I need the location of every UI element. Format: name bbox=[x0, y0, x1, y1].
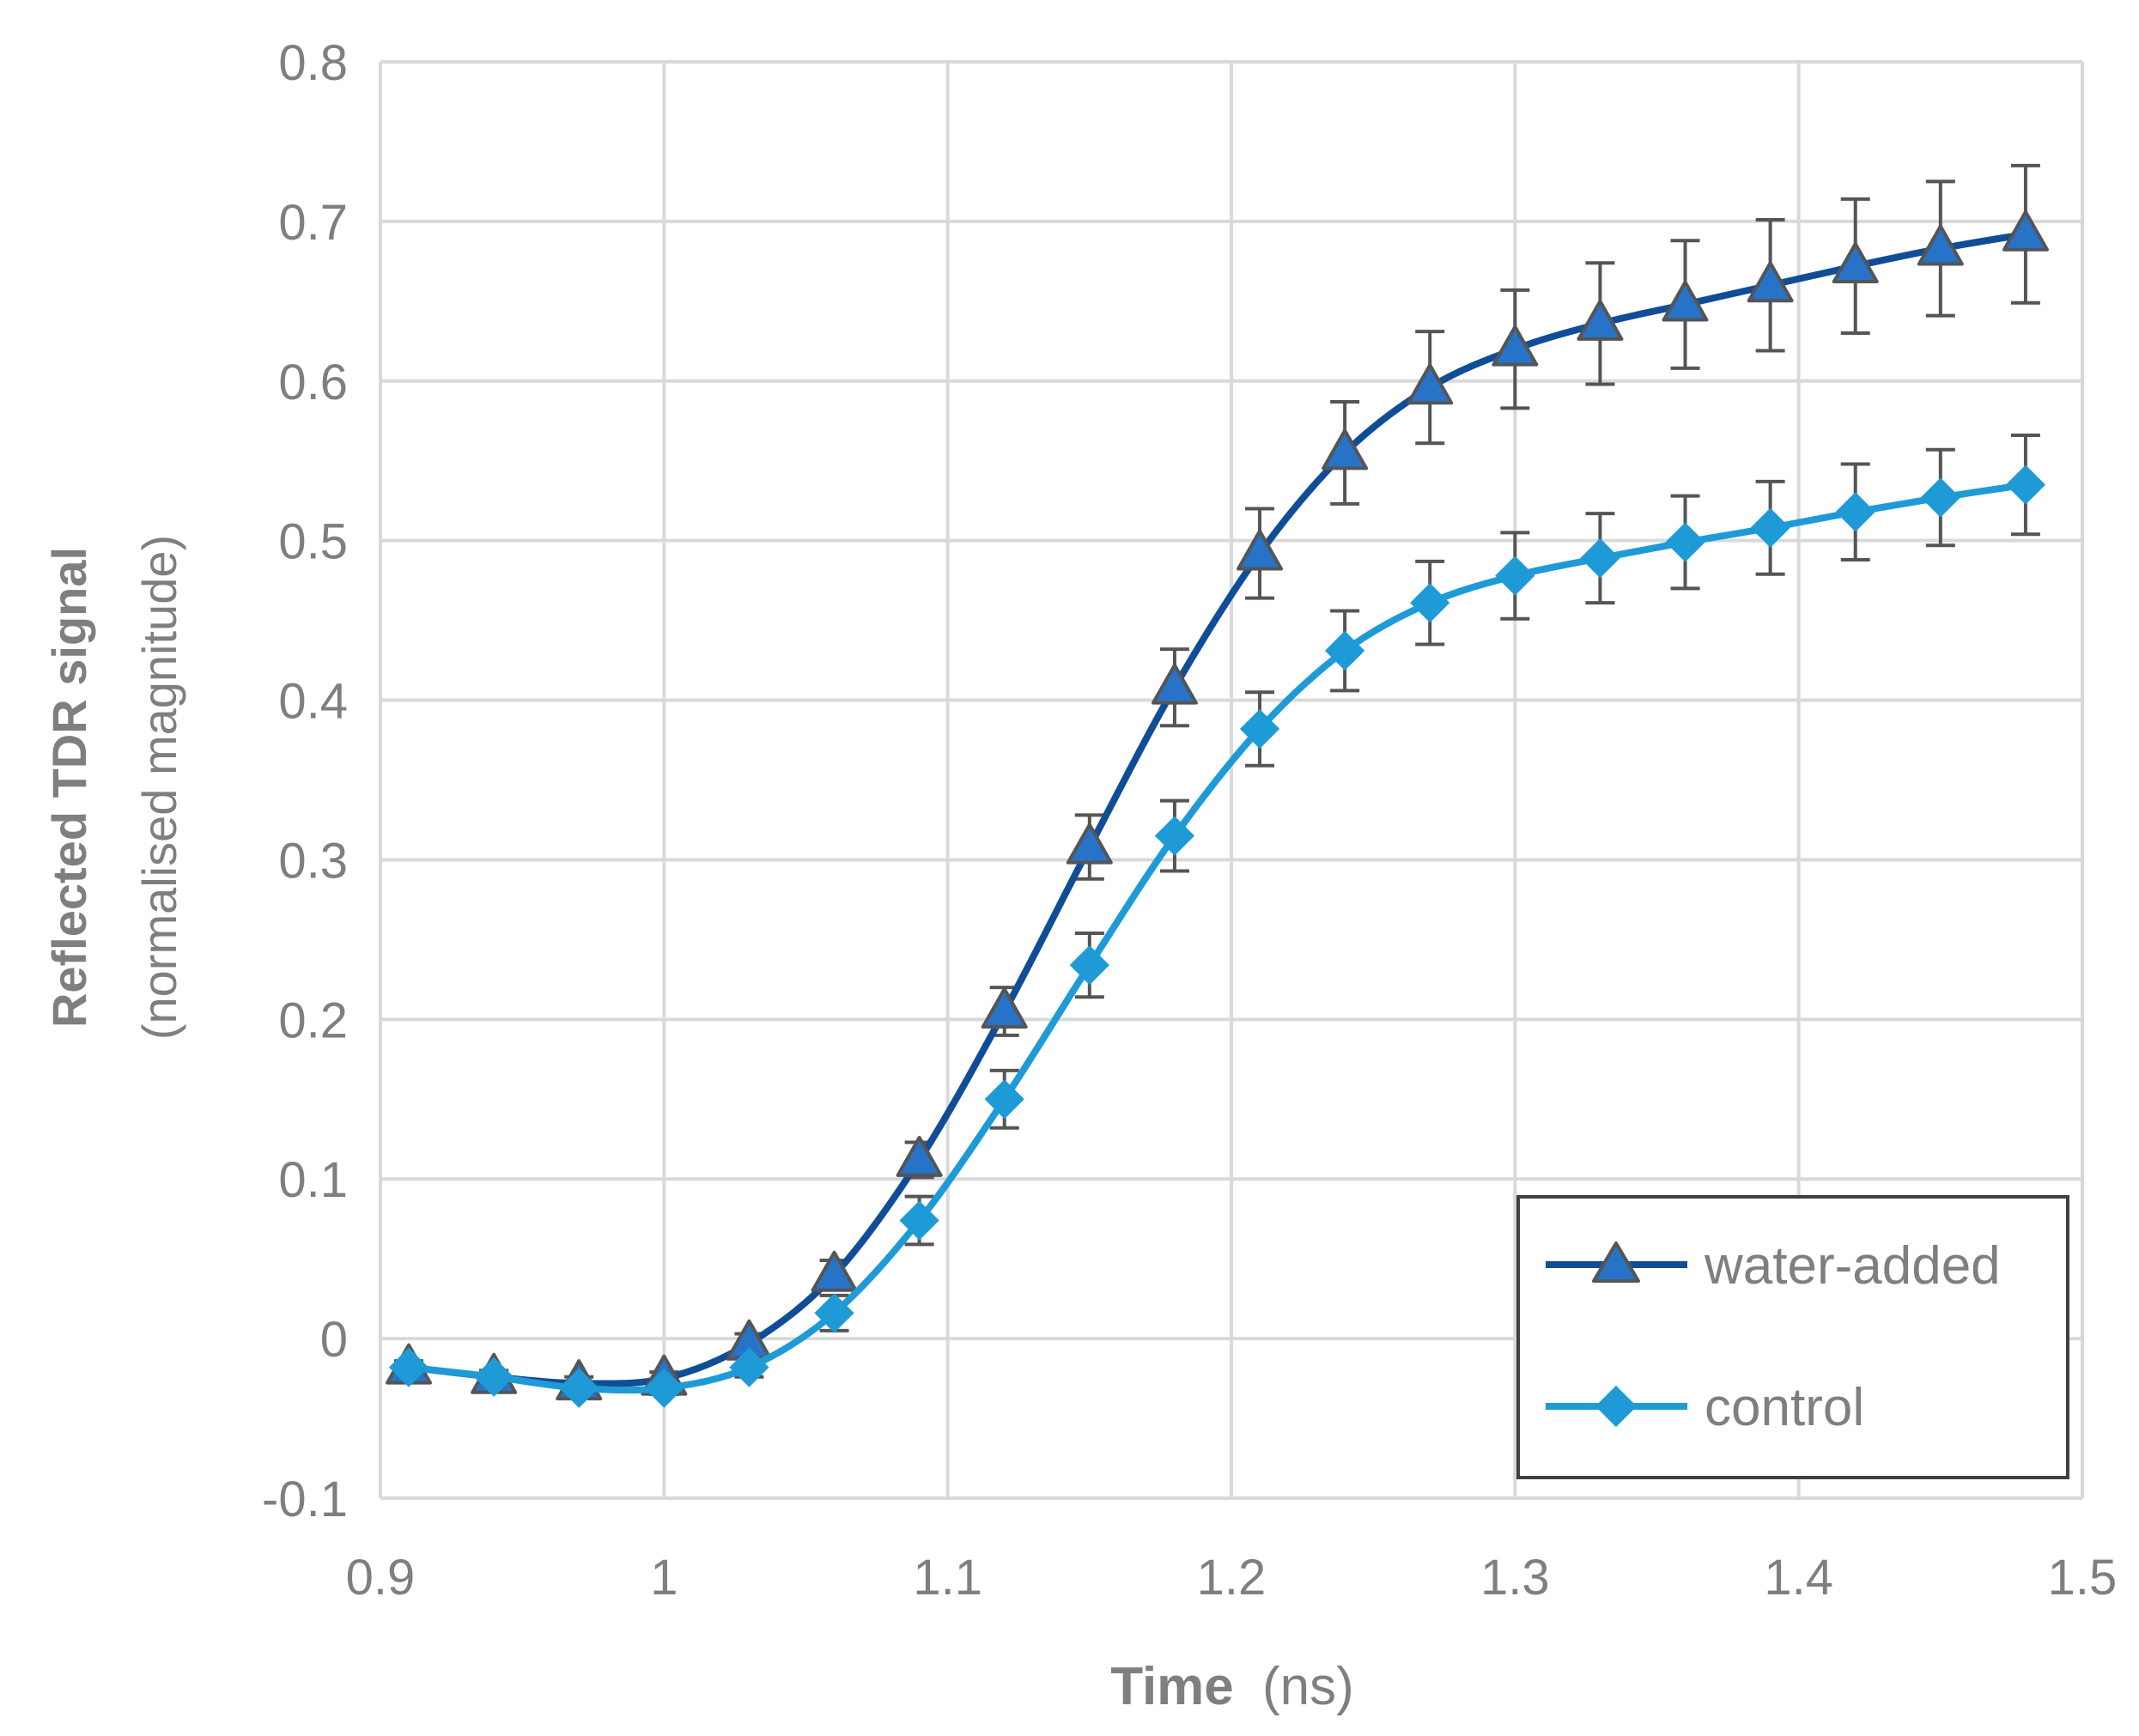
legend-marker-control bbox=[1595, 1385, 1638, 1428]
data-point-water-added bbox=[1492, 325, 1539, 367]
series-line-water-added bbox=[408, 230, 2027, 1387]
data-point-control bbox=[1835, 492, 1875, 532]
y-tick-label: 0.8 bbox=[278, 35, 348, 91]
y-tick-label: 0.7 bbox=[278, 195, 348, 251]
data-point-water-added bbox=[1066, 822, 1113, 865]
data-point-control bbox=[1495, 555, 1535, 596]
data-point-control bbox=[474, 1357, 514, 1397]
x-tick-label: 1.3 bbox=[1480, 1550, 1550, 1605]
data-point-control bbox=[1750, 507, 1790, 548]
data-point-control bbox=[1069, 945, 1109, 986]
x-axis-title-unit: (ns) bbox=[1262, 1657, 1354, 1716]
tick-labels: -0.1 0 0.1 0.2 0.3 0.4 0.5 0.6 0.7 0.8 0.9 1 1.1 1.2 1… bbox=[262, 35, 2117, 1605]
data-point-control bbox=[1154, 816, 1195, 856]
data-point-control bbox=[814, 1293, 854, 1333]
data-point-control bbox=[2005, 464, 2046, 505]
data-point-water-added bbox=[1322, 428, 1369, 470]
y-axis-title-normal: (normalised magnitude) bbox=[132, 535, 186, 1040]
data-point-control bbox=[1580, 537, 1620, 579]
data-point-water-added bbox=[981, 987, 1028, 1029]
y-tick-label: 0.2 bbox=[278, 992, 348, 1048]
x-tick-label: 1 bbox=[650, 1550, 678, 1605]
y-tick-label: 0 bbox=[320, 1312, 348, 1368]
x-tick-label: 1.5 bbox=[2048, 1550, 2118, 1605]
data-point-control bbox=[984, 1079, 1024, 1120]
x-axis-title: Time (ns) bbox=[1110, 1657, 1354, 1716]
data-point-water-added bbox=[1662, 280, 1709, 322]
y-tick-label: 0.1 bbox=[278, 1152, 348, 1208]
legend-label-water-added: water-added bbox=[1704, 1236, 2001, 1296]
y-axis-title-bold: Reflected TDR signal bbox=[42, 547, 96, 1028]
x-tick-label: 1.1 bbox=[913, 1550, 982, 1605]
data-point-water-added bbox=[1407, 363, 1454, 405]
series-line-control bbox=[408, 481, 2027, 1394]
data-point-water-added bbox=[1747, 261, 1794, 303]
data-point-control bbox=[644, 1368, 684, 1408]
y-tick-label: 0.4 bbox=[278, 674, 348, 730]
data-point-control bbox=[899, 1200, 939, 1241]
legend-frame bbox=[1516, 1195, 2069, 1479]
data-point-water-added bbox=[1917, 224, 1964, 266]
data-point-water-added bbox=[1237, 529, 1284, 571]
data-point-water-added bbox=[896, 1135, 943, 1177]
y-tick-label: -0.1 bbox=[262, 1472, 348, 1527]
legend-marker-water-added bbox=[1592, 1241, 1640, 1283]
legend-label-control: control bbox=[1705, 1378, 1864, 1437]
data-point-control bbox=[1920, 477, 1960, 518]
data-point-control bbox=[729, 1347, 769, 1387]
data-point-control bbox=[1325, 630, 1365, 671]
data-point-water-added bbox=[1832, 241, 1879, 283]
data-point-control bbox=[388, 1347, 429, 1387]
data-point-control bbox=[1410, 583, 1450, 623]
legend: water-added control bbox=[1516, 1195, 2069, 1479]
data-point-control bbox=[559, 1368, 599, 1408]
y-tick-label: 0.3 bbox=[278, 833, 348, 889]
x-tick-label: 0.9 bbox=[346, 1550, 416, 1605]
x-tick-label: 1.4 bbox=[1764, 1550, 1833, 1605]
gridlines bbox=[379, 60, 2084, 1500]
data-point-control bbox=[1239, 708, 1280, 750]
data-point-water-added bbox=[1577, 299, 1624, 341]
data-point-water-added bbox=[811, 1250, 858, 1292]
data-point-control bbox=[1665, 522, 1705, 562]
x-axis-title-bold: Time bbox=[1110, 1657, 1234, 1716]
y-tick-label: 0.6 bbox=[278, 355, 348, 410]
x-tick-label: 1.2 bbox=[1197, 1550, 1267, 1605]
series-layer bbox=[386, 163, 2049, 1408]
y-tick-label: 0.5 bbox=[278, 514, 348, 570]
data-point-water-added bbox=[2002, 209, 2049, 252]
data-point-water-added bbox=[1151, 663, 1198, 705]
series-control bbox=[388, 433, 2046, 1408]
